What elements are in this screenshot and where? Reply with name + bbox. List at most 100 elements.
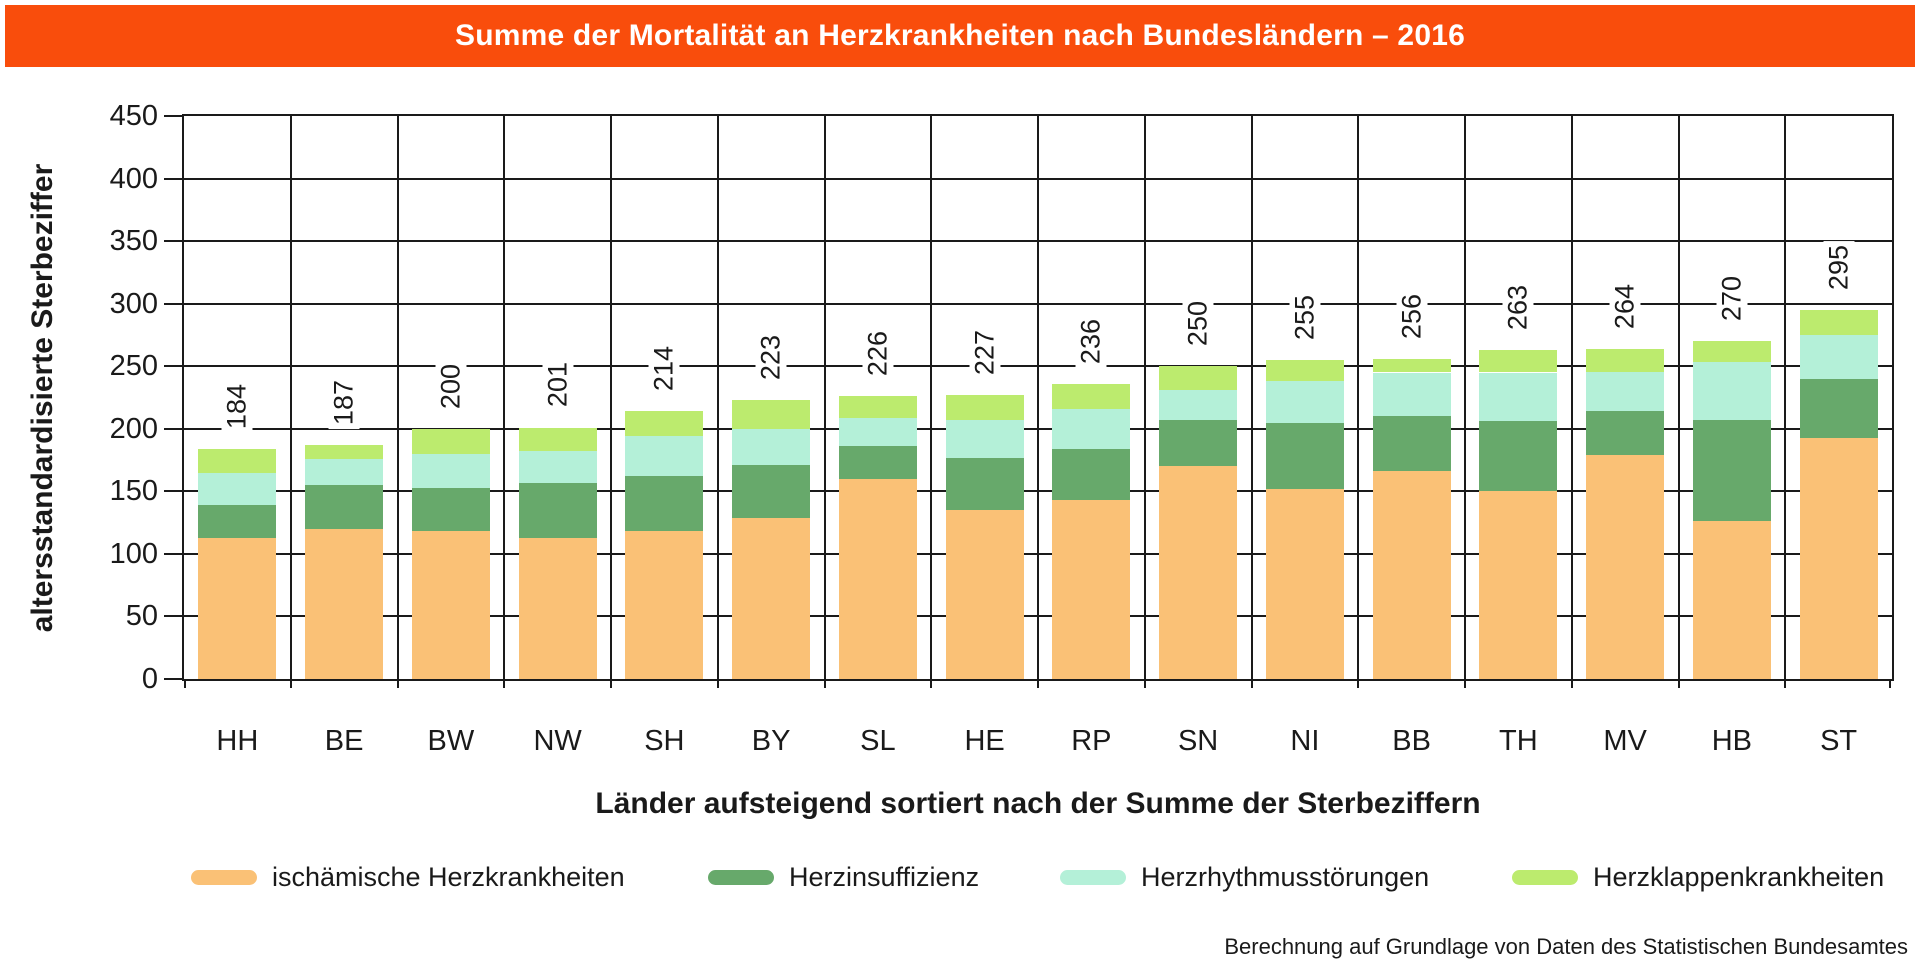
chart-plot-area: altersstandardisierte Sterbeziffer Lände…: [26, 100, 1894, 820]
bar-value-label: 250: [1182, 297, 1214, 351]
bar-segment: [1159, 366, 1238, 390]
bar-value-label: 226: [862, 327, 894, 381]
bar-segment: [1372, 416, 1451, 472]
gridline-vertical: [1464, 116, 1466, 679]
bar-segment: [1052, 383, 1131, 409]
x-tick-label: SN: [1177, 725, 1219, 757]
x-axis-tick: [1464, 681, 1466, 688]
x-axis-tick: [396, 681, 399, 688]
x-axis-tick: [1677, 681, 1680, 688]
x-axis-tick: [1889, 681, 1891, 688]
bar-segment: [1052, 448, 1131, 501]
x-tick-label: ST: [1820, 725, 1858, 757]
x-tick-label: SH: [644, 725, 685, 757]
bar-segment: [732, 517, 811, 679]
bar-segment: [838, 417, 917, 447]
x-axis-tick: [1250, 681, 1253, 688]
bar-segment: [198, 505, 277, 538]
y-axis-tick: [164, 177, 182, 180]
bar-segment: [1265, 359, 1344, 382]
bar-segment: [1692, 362, 1771, 421]
x-tick-label: NW: [533, 725, 582, 757]
bar-segment: [305, 485, 384, 529]
bar-segment: [1159, 420, 1238, 467]
y-axis-tick: [164, 552, 182, 555]
y-tick-label: 450: [109, 100, 158, 132]
bar-segment: [1692, 420, 1771, 522]
bar-segment: [1265, 381, 1344, 423]
bar-segment: [945, 510, 1024, 679]
y-axis-title: altersstandardisierte Sterbeziffer: [26, 163, 59, 632]
x-axis-title: Länder aufsteigend sortiert nach der Sum…: [595, 787, 1481, 820]
bar-value-label: 223: [755, 330, 787, 385]
bar-segment: [1265, 422, 1344, 489]
x-axis-tick: [1357, 681, 1360, 688]
bar-segment: [1479, 372, 1558, 422]
gridline-vertical: [1250, 116, 1253, 679]
legend-swatch-herzinsuffizienz: [708, 869, 774, 885]
y-axis-tick: [164, 365, 182, 368]
page-title: Summe der Mortalität an Herzkrankheiten …: [455, 19, 1465, 52]
gridline-vertical: [823, 116, 826, 679]
bar-value-label: 255: [1289, 290, 1321, 344]
bar-segment: [945, 420, 1024, 458]
bar-segment: [518, 451, 597, 483]
bar-value-label: 263: [1502, 280, 1534, 334]
x-axis-tick: [930, 681, 933, 688]
x-tick-label: TH: [1499, 725, 1538, 757]
x-axis-tick: [289, 681, 292, 688]
bar-segment: [305, 445, 384, 459]
legend-label: ischämische Herzkrankheiten: [272, 861, 625, 892]
y-axis-tick: [164, 490, 182, 493]
x-tick-label: HE: [964, 725, 1005, 757]
bar-value-label: 236: [1075, 314, 1107, 368]
bar-segment: [838, 446, 917, 479]
x-tick-label: BE: [324, 725, 364, 757]
y-axis-tick: [164, 678, 182, 680]
x-axis-tick: [1143, 681, 1146, 688]
bar-segment: [1586, 411, 1665, 456]
y-tick-label: 100: [109, 537, 158, 570]
bar-segment: [1799, 309, 1878, 335]
gridline-vertical: [930, 116, 933, 679]
bar-segment: [1159, 466, 1238, 679]
bar-segment: [305, 528, 384, 679]
y-tick-label: 250: [109, 350, 158, 383]
x-tick-label: BW: [427, 725, 475, 757]
legend-label: Herzrhythmusstörungen: [1141, 861, 1430, 892]
source-note: Berechnung auf Grundlage von Daten des S…: [1224, 934, 1908, 959]
bar-segment: [518, 482, 597, 538]
legend-item-herzrhythmusstoerungen: Herzrhythmusstörungen: [1060, 861, 1429, 893]
bar-value-label: 256: [1396, 289, 1428, 343]
x-tick-label: SL: [860, 725, 896, 757]
y-tick-label: 0: [141, 663, 158, 695]
legend-swatch-herzrhythmusstoerungen: [1060, 869, 1126, 885]
y-tick-label: 400: [109, 162, 158, 195]
bar-segment: [732, 400, 811, 429]
bar-segment: [1799, 334, 1878, 379]
x-axis-tick: [184, 681, 186, 688]
bar-value-label: 187: [328, 375, 360, 430]
bar-segment: [1692, 521, 1771, 679]
bar-segment: [198, 472, 277, 506]
bar-segment: [625, 411, 704, 437]
y-axis-tick: [164, 115, 182, 117]
y-axis-tick: [164, 240, 182, 243]
legend-label: Herzklappenkrankheiten: [1593, 861, 1885, 892]
bar-value-label: 264: [1609, 279, 1641, 333]
bar-segment: [518, 427, 597, 452]
bar-segment: [1586, 372, 1665, 412]
bar-segment: [411, 487, 490, 532]
bar-segment: [518, 537, 597, 679]
chart-legend: ischämische Herzkrankheiten Herzinsuffiz…: [0, 861, 1920, 895]
bar-segment: [625, 476, 704, 532]
legend-item-ischaemische-herzkrankheiten: ischämische Herzkrankheiten: [191, 861, 625, 893]
x-axis-tick: [610, 681, 612, 688]
bar-segment: [1265, 488, 1344, 679]
y-tick-label: 200: [109, 412, 158, 445]
bar-segment: [1799, 437, 1878, 679]
x-tick-label: HB: [1711, 725, 1753, 757]
bar-segment: [1159, 390, 1238, 421]
gridline-vertical: [1570, 116, 1573, 679]
bar-segment: [1479, 491, 1558, 679]
